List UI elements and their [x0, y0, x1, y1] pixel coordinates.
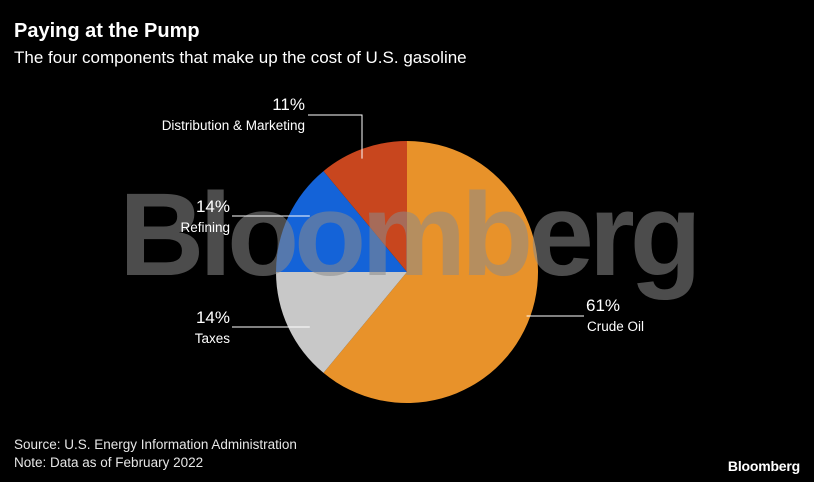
slice-value-label: 14%: [196, 308, 230, 327]
slice-category-label: Distribution & Marketing: [162, 118, 305, 133]
chart-title: Paying at the Pump: [14, 20, 200, 42]
chart-subtitle: The four components that make up the cos…: [14, 48, 467, 67]
slice-category-label: Crude Oil: [587, 319, 644, 334]
pie-slice-taxes: [276, 272, 407, 373]
slice-value-label: 61%: [586, 296, 620, 315]
pie-slice-refining: [276, 171, 407, 272]
slice-value-label: 11%: [272, 95, 305, 114]
slice-value-label: 14%: [196, 197, 230, 216]
bloomberg-watermark-logo: Bloomberg: [119, 169, 697, 301]
data-note: Note: Data as of February 2022: [14, 455, 204, 470]
leader-line: [308, 114, 363, 159]
slice-category-label: Taxes: [195, 331, 231, 346]
source-note: Source: U.S. Energy Information Administ…: [14, 437, 297, 452]
pie-slice-distribution-marketing: [323, 141, 407, 272]
slice-category-label: Refining: [180, 220, 230, 235]
pie-slice-crude-oil: [323, 141, 539, 403]
bloomberg-logo: Bloomberg: [727, 458, 800, 474]
